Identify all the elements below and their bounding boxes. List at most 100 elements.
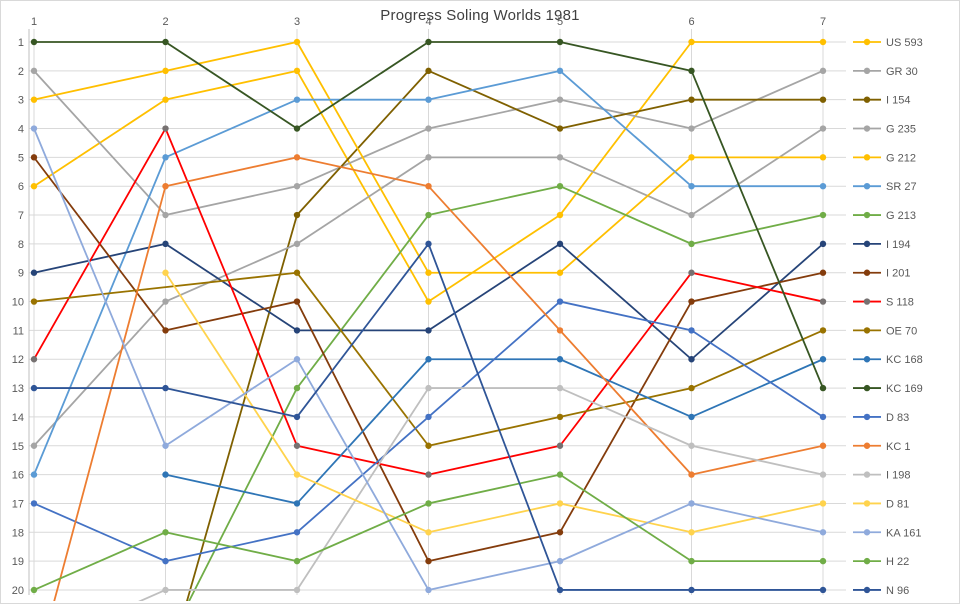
- legend-item-g-213[interactable]: G 213: [853, 210, 916, 222]
- data-point[interactable]: [688, 327, 695, 334]
- data-point[interactable]: [688, 96, 695, 103]
- series-us-593[interactable]: [30, 38, 827, 305]
- data-point[interactable]: [162, 529, 169, 536]
- data-point[interactable]: [162, 38, 169, 46]
- data-point[interactable]: [556, 269, 564, 276]
- data-point[interactable]: [819, 298, 827, 305]
- data-point[interactable]: [30, 384, 38, 392]
- data-point[interactable]: [819, 384, 827, 392]
- series-n-96[interactable]: [30, 240, 827, 594]
- data-point[interactable]: [556, 211, 564, 219]
- data-point[interactable]: [556, 67, 564, 75]
- series-i-154[interactable]: [162, 67, 827, 603]
- data-point[interactable]: [425, 154, 432, 161]
- data-point[interactable]: [819, 211, 827, 219]
- data-point[interactable]: [556, 96, 564, 103]
- data-point[interactable]: [556, 356, 564, 363]
- data-point[interactable]: [819, 240, 827, 248]
- data-point[interactable]: [688, 211, 695, 219]
- data-point[interactable]: [819, 442, 827, 449]
- data-point[interactable]: [556, 557, 564, 565]
- data-point[interactable]: [556, 240, 564, 248]
- data-point[interactable]: [819, 269, 827, 276]
- legend-item-gr-30[interactable]: GR 30: [853, 66, 918, 78]
- data-point[interactable]: [425, 442, 432, 449]
- data-point[interactable]: [688, 529, 695, 536]
- data-point[interactable]: [162, 327, 169, 334]
- data-point[interactable]: [162, 471, 169, 478]
- series-sr-27[interactable]: [30, 67, 827, 478]
- data-point[interactable]: [425, 240, 432, 248]
- data-point[interactable]: [293, 500, 301, 507]
- data-point[interactable]: [556, 298, 564, 305]
- data-point[interactable]: [162, 557, 169, 565]
- data-point[interactable]: [819, 183, 827, 190]
- data-point[interactable]: [425, 327, 432, 334]
- data-point[interactable]: [162, 183, 169, 190]
- data-point[interactable]: [819, 471, 827, 478]
- data-point[interactable]: [819, 413, 827, 421]
- data-point[interactable]: [425, 500, 432, 507]
- series-s-118[interactable]: [30, 125, 827, 478]
- data-point[interactable]: [30, 269, 38, 276]
- data-point[interactable]: [425, 269, 432, 276]
- data-point[interactable]: [556, 586, 564, 594]
- legend-item-g-212[interactable]: G 212: [853, 152, 916, 164]
- data-point[interactable]: [688, 240, 695, 248]
- data-point[interactable]: [819, 38, 827, 46]
- data-point[interactable]: [162, 154, 169, 161]
- data-point[interactable]: [30, 67, 38, 75]
- data-point[interactable]: [293, 96, 301, 103]
- data-point[interactable]: [556, 529, 564, 536]
- legend-item-sr-27[interactable]: SR 27: [853, 181, 917, 193]
- data-point[interactable]: [30, 471, 38, 478]
- series-g-212[interactable]: [30, 38, 827, 276]
- data-point[interactable]: [556, 327, 564, 334]
- series-line-g-213[interactable]: [166, 185, 824, 603]
- data-point[interactable]: [293, 67, 301, 75]
- data-point[interactable]: [556, 471, 564, 478]
- data-point[interactable]: [293, 529, 301, 536]
- data-point[interactable]: [688, 557, 695, 565]
- data-point[interactable]: [162, 384, 169, 392]
- data-point[interactable]: [688, 269, 695, 276]
- series-oe-70[interactable]: [30, 269, 827, 449]
- data-point[interactable]: [556, 38, 564, 46]
- data-point[interactable]: [556, 125, 564, 132]
- data-point[interactable]: [293, 125, 301, 132]
- legend-item-kc-168[interactable]: KC 168: [853, 354, 923, 366]
- data-point[interactable]: [162, 442, 169, 449]
- data-point[interactable]: [688, 471, 695, 478]
- data-point[interactable]: [819, 529, 827, 536]
- data-point[interactable]: [293, 240, 301, 248]
- series-i-198[interactable]: [31, 384, 827, 603]
- data-point[interactable]: [556, 183, 564, 190]
- data-point[interactable]: [688, 38, 695, 46]
- data-point[interactable]: [30, 38, 38, 46]
- data-point[interactable]: [425, 586, 432, 594]
- data-point[interactable]: [819, 327, 827, 334]
- data-point[interactable]: [30, 356, 38, 363]
- series-h-22[interactable]: [30, 471, 827, 594]
- data-point[interactable]: [688, 442, 695, 449]
- data-point[interactable]: [425, 384, 432, 392]
- data-point[interactable]: [162, 586, 169, 594]
- data-point[interactable]: [425, 211, 432, 219]
- series-kc-169[interactable]: [30, 38, 827, 392]
- data-point[interactable]: [688, 67, 695, 75]
- data-point[interactable]: [293, 384, 301, 392]
- series-gr-30[interactable]: [30, 67, 827, 219]
- series-g-213[interactable]: [162, 183, 827, 603]
- data-point[interactable]: [425, 67, 432, 75]
- data-point[interactable]: [30, 154, 38, 161]
- data-point[interactable]: [425, 96, 432, 103]
- legend-item-h-22[interactable]: H 22: [853, 556, 909, 568]
- data-point[interactable]: [293, 413, 301, 421]
- data-point[interactable]: [688, 384, 695, 392]
- legend-item-kc-1[interactable]: KC 1: [853, 441, 910, 453]
- series-kc-1[interactable]: [31, 154, 827, 603]
- data-point[interactable]: [819, 96, 827, 103]
- data-point[interactable]: [162, 269, 169, 276]
- legend-item-kc-169[interactable]: KC 169: [853, 383, 923, 395]
- data-point[interactable]: [819, 500, 827, 507]
